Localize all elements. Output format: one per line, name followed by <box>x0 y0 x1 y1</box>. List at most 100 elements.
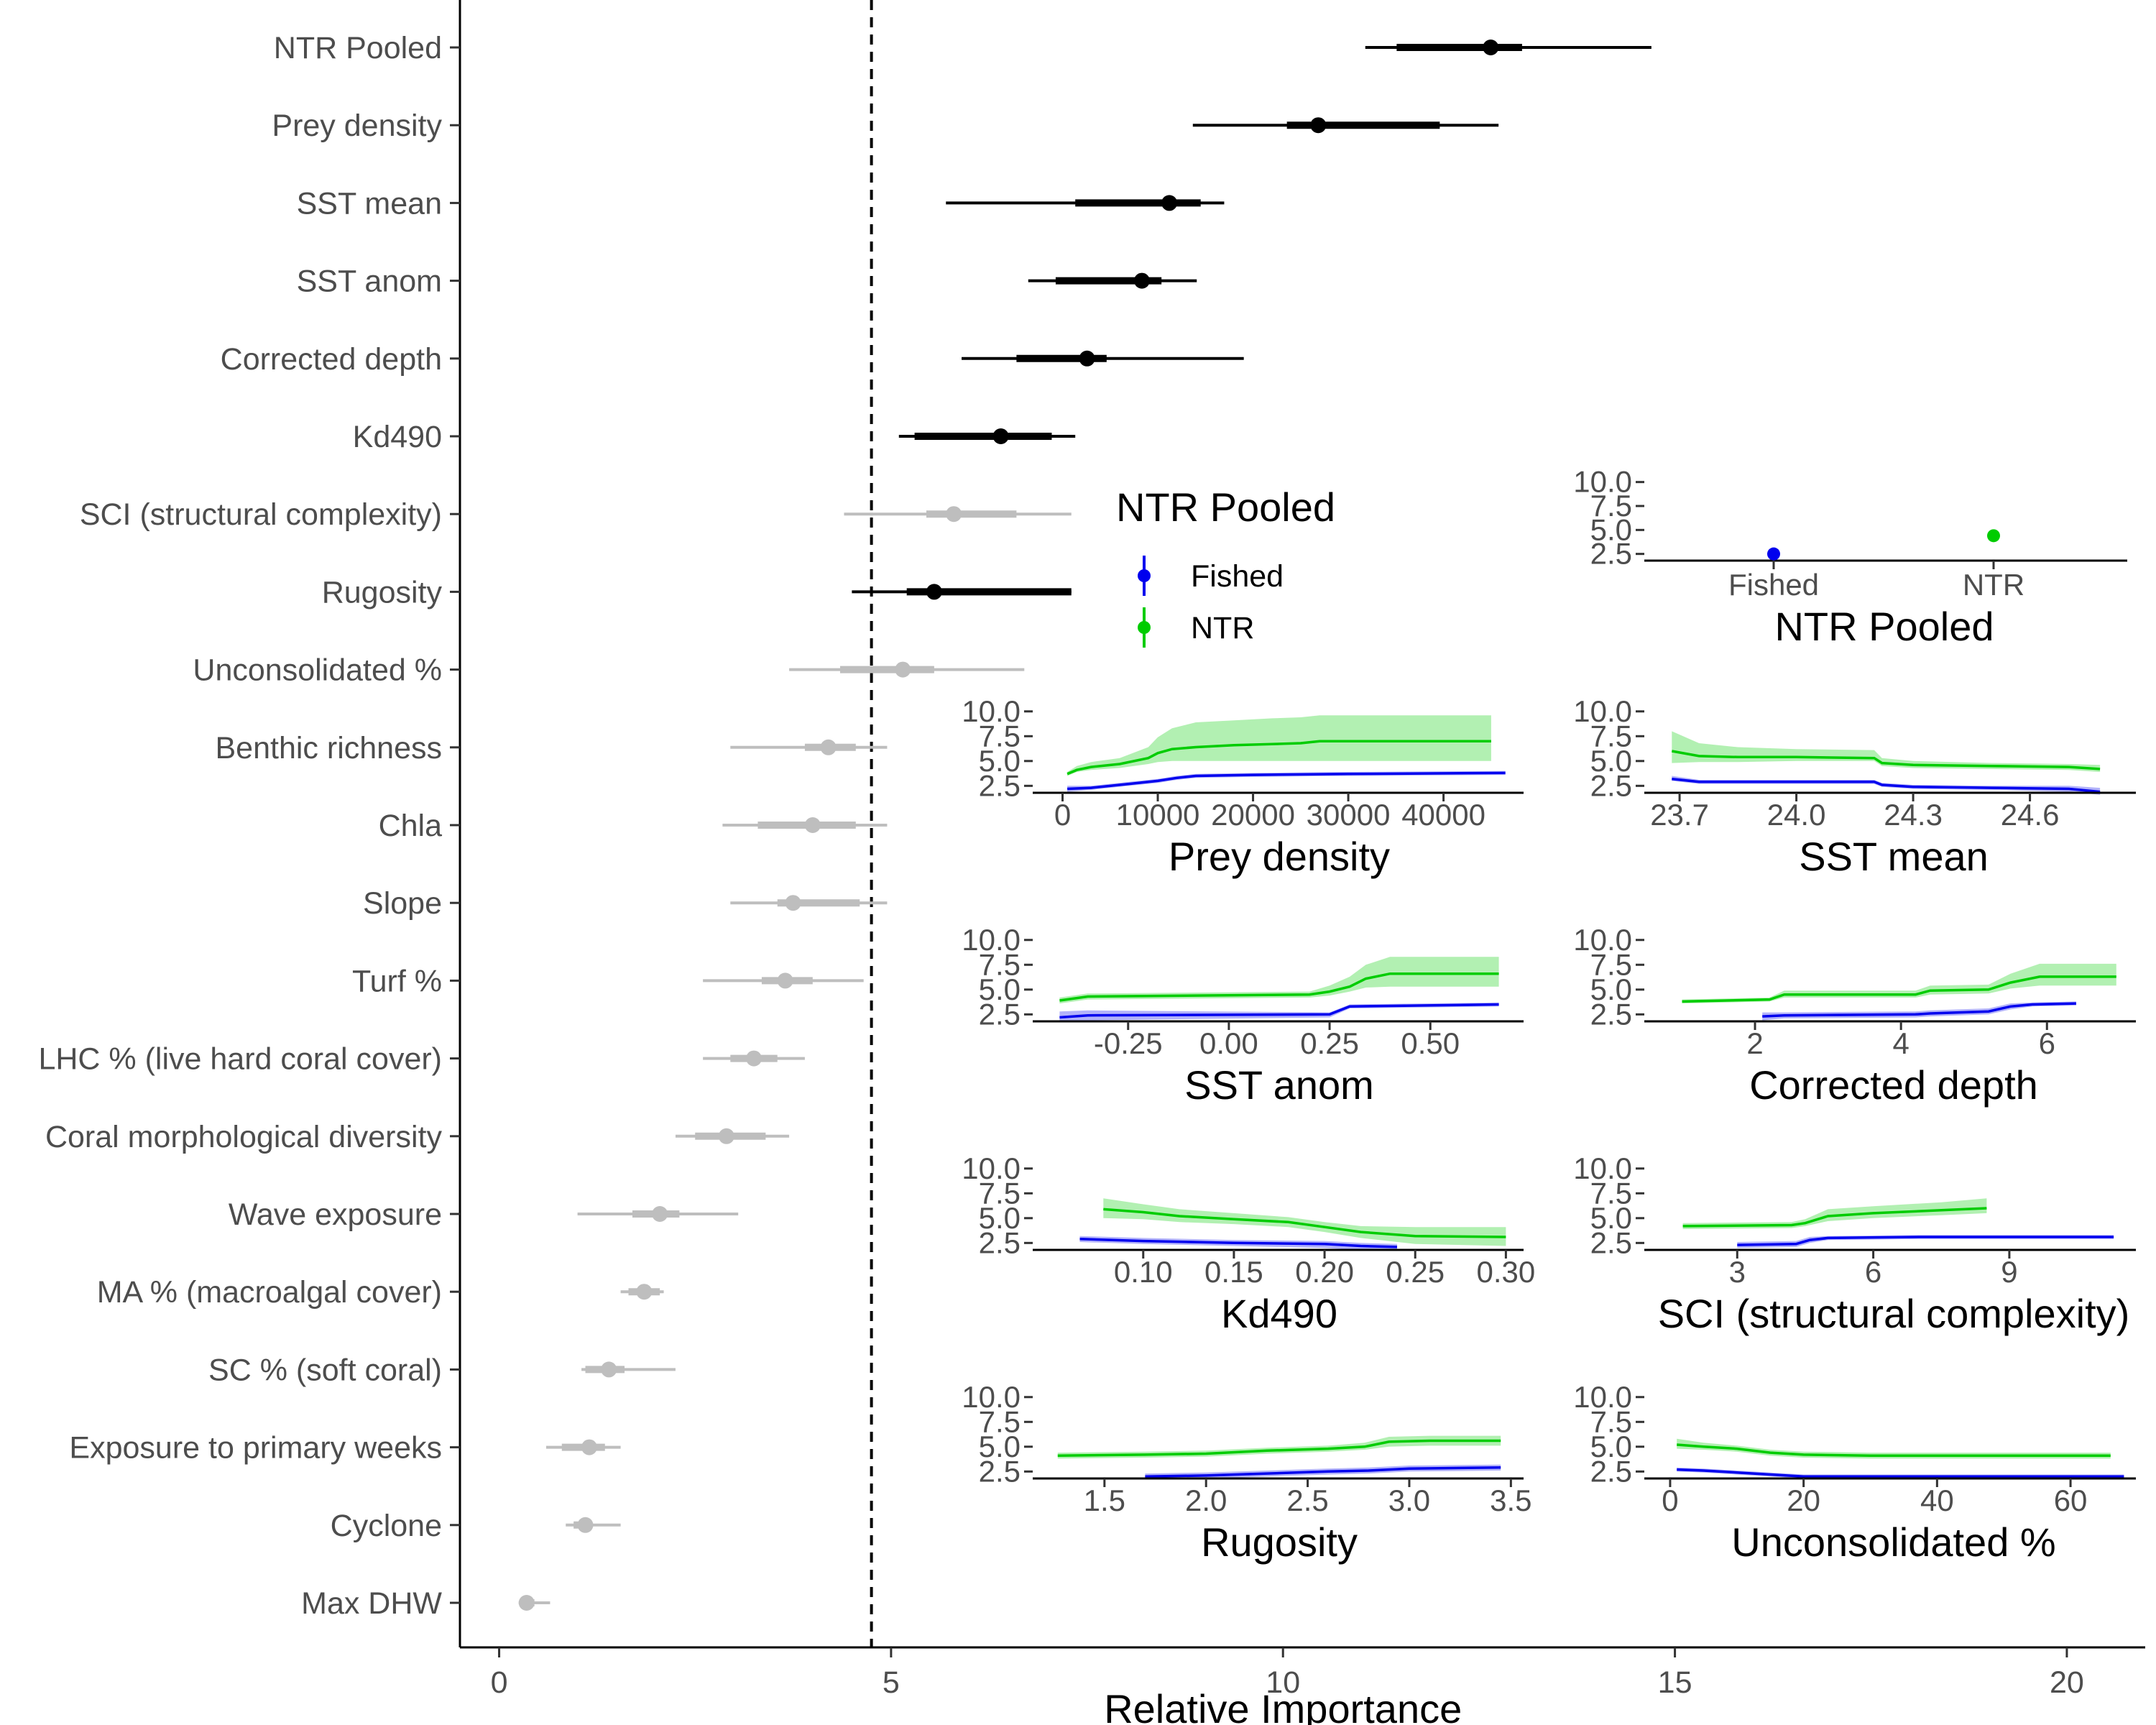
median-point-corrected-depth <box>1079 350 1095 367</box>
panel-x-tick-label: 0.25 <box>1300 1026 1359 1060</box>
panel-x-tick-label: 24.0 <box>1767 798 1826 832</box>
panel-y-tick-label: 5.0 <box>1590 512 1632 546</box>
y-tick-label-max-dhw: Max DHW <box>301 1586 442 1621</box>
panel-x-tick-label: 0.50 <box>1401 1026 1460 1060</box>
panel-title: Corrected depth <box>1749 1062 2038 1108</box>
line-ntr <box>1671 750 2101 770</box>
median-point-wave-exposure <box>652 1206 668 1222</box>
panel-y-tick-label: 2.5 <box>1590 1454 1632 1488</box>
y-tick-label-exposure-to-primary-weeks: Exposure to primary weeks <box>69 1431 442 1466</box>
panel-y-tick-label: 2.5 <box>979 768 1021 802</box>
median-point-lhc-live-hard-coral-cover <box>746 1050 763 1067</box>
panel-x-tick-label: 1.5 <box>1084 1484 1125 1517</box>
panel-x-tick-label: 20000 <box>1211 798 1295 832</box>
line-fished <box>1145 1466 1501 1478</box>
panel-kd490: 2.55.07.510.0 0.10 0.15 0.20 0.25 0.30 Kd490 <box>962 1151 1535 1336</box>
y-tick-label-sc-soft-coral: SC % (soft coral) <box>208 1353 442 1387</box>
panel-x-tick-label: 40000 <box>1401 798 1485 832</box>
y-tick-label-benthic-richness: Benthic richness <box>216 731 443 765</box>
panel-y-tick-label: 2.5 <box>979 1225 1021 1259</box>
panel-y-tick-label: 5.0 <box>979 744 1021 778</box>
legend-label-ntr: NTR <box>1191 611 1254 645</box>
panel-y-tick-label: 7.5 <box>1590 489 1632 523</box>
panel-x-tick-label: 9 <box>2001 1255 2017 1289</box>
panel-x-tick-label: 0.20 <box>1295 1255 1354 1289</box>
legend: NTR Pooled Fished NTR <box>1116 484 1335 648</box>
median-point-benthic-richness <box>820 739 837 755</box>
panel-y-tick-label: 7.5 <box>979 1404 1021 1438</box>
y-tick-label-prey-density: Prey density <box>272 109 442 143</box>
panel-title: Unconsolidated % <box>1731 1519 2055 1565</box>
legend-key-point-ntr <box>1138 621 1151 634</box>
panel-x-tick-label: 23.7 <box>1650 798 1709 832</box>
line-ntr <box>1059 972 1499 1002</box>
y-tick-label-lhc-live-hard-coral-cover: LHC % (live hard coral cover) <box>38 1042 442 1077</box>
median-point-chla <box>804 817 821 833</box>
legend-key-point-fished <box>1138 569 1151 582</box>
median-point-rugosity <box>926 584 942 600</box>
panel-y-tick-label: 7.5 <box>979 1176 1021 1210</box>
panel-y-tick-label: 7.5 <box>979 719 1021 753</box>
median-point-ma-macroalgal-cover <box>636 1284 653 1300</box>
panel-x-tick-label: 3.5 <box>1490 1484 1531 1517</box>
line-fished <box>1737 1236 2114 1246</box>
y-tick-label-wave-exposure: Wave exposure <box>229 1197 442 1232</box>
x-tick-label: 10 <box>1266 1665 1300 1700</box>
y-tick-label-ntr-pooled: NTR Pooled <box>274 31 442 65</box>
panel-y-tick-label: 10.0 <box>962 694 1021 728</box>
median-point-coral-morphological-diversity <box>718 1128 734 1144</box>
panel-y-tick-label: 2.5 <box>1590 997 1632 1031</box>
y-tick-label-turf: Turf % <box>352 964 442 998</box>
panel-y-tick-label: 10.0 <box>1573 1151 1632 1185</box>
panel-y-tick-label: 5.0 <box>979 1201 1021 1235</box>
ribbon-ntr <box>1682 1198 1987 1229</box>
line-fished <box>1059 1003 1499 1019</box>
panel-x-tick-label: 0 <box>1662 1484 1678 1517</box>
panel-x-tick-label: -0.25 <box>1094 1026 1163 1060</box>
ribbon-fished <box>1059 1002 1499 1021</box>
line-fished <box>1672 777 2101 794</box>
y-tick-label-coral-morphological-diversity: Coral morphological diversity <box>45 1120 443 1154</box>
median-point-sci-structural-complexity <box>946 506 962 523</box>
panel-x-tick-label: 4 <box>1892 1026 1909 1060</box>
median-point-prey-density <box>1310 117 1327 134</box>
line-ntr <box>1682 975 2116 1003</box>
panel-title: SST mean <box>1799 834 1989 879</box>
panel-x-tick-label: Fished <box>1728 568 1819 602</box>
panel-y-tick-label: 10.0 <box>962 1151 1021 1185</box>
panel-title: Kd490 <box>1221 1291 1337 1336</box>
panel-y-tick-label: 2.5 <box>979 1454 1021 1488</box>
y-tick-label-chla: Chla <box>379 809 443 843</box>
median-point-ntr-pooled <box>1483 40 1499 55</box>
y-tick-label-cyclone: Cyclone <box>331 1509 442 1543</box>
panel-x-tick-label: NTR <box>1963 568 2024 602</box>
panel-x-tick-label: 2.0 <box>1185 1484 1227 1517</box>
point-fished <box>1767 547 1780 561</box>
point-ntr <box>1987 529 2000 543</box>
y-tick-label-slope: Slope <box>363 886 442 921</box>
line-ntr <box>1682 1207 1987 1228</box>
median-point-turf <box>777 972 793 989</box>
line-ntr <box>1103 1208 1506 1238</box>
line-ntr <box>1067 740 1491 776</box>
y-tick-label-sst-mean: SST mean <box>297 186 442 221</box>
median-point-exposure-to-primary-weeks <box>581 1439 597 1455</box>
panel-y-tick-label: 10.0 <box>962 923 1021 957</box>
panel-y-tick-label: 7.5 <box>979 947 1021 981</box>
ribbon-ntr <box>1067 715 1491 776</box>
panel-y-tick-label: 5.0 <box>1590 972 1632 1006</box>
panel-y-tick-label: 10.0 <box>1573 923 1632 957</box>
median-point-unconsolidated <box>895 661 911 678</box>
panel-x-tick-label: 30000 <box>1307 798 1391 832</box>
y-tick-label-unconsolidated: Unconsolidated % <box>193 653 442 688</box>
legend-label-fished: Fished <box>1191 559 1284 594</box>
y-tick-label-corrected-depth: Corrected depth <box>221 342 442 377</box>
panel-x-tick-label: 0.10 <box>1114 1255 1173 1289</box>
panel-x-tick-label: 24.3 <box>1884 798 1943 832</box>
y-tick-label-kd490: Kd490 <box>353 420 442 454</box>
y-tick-label-sci-structural-complexity: SCI (structural complexity) <box>80 497 442 532</box>
y-tick-label-ma-macroalgal-cover: MA % (macroalgal cover) <box>97 1275 442 1310</box>
